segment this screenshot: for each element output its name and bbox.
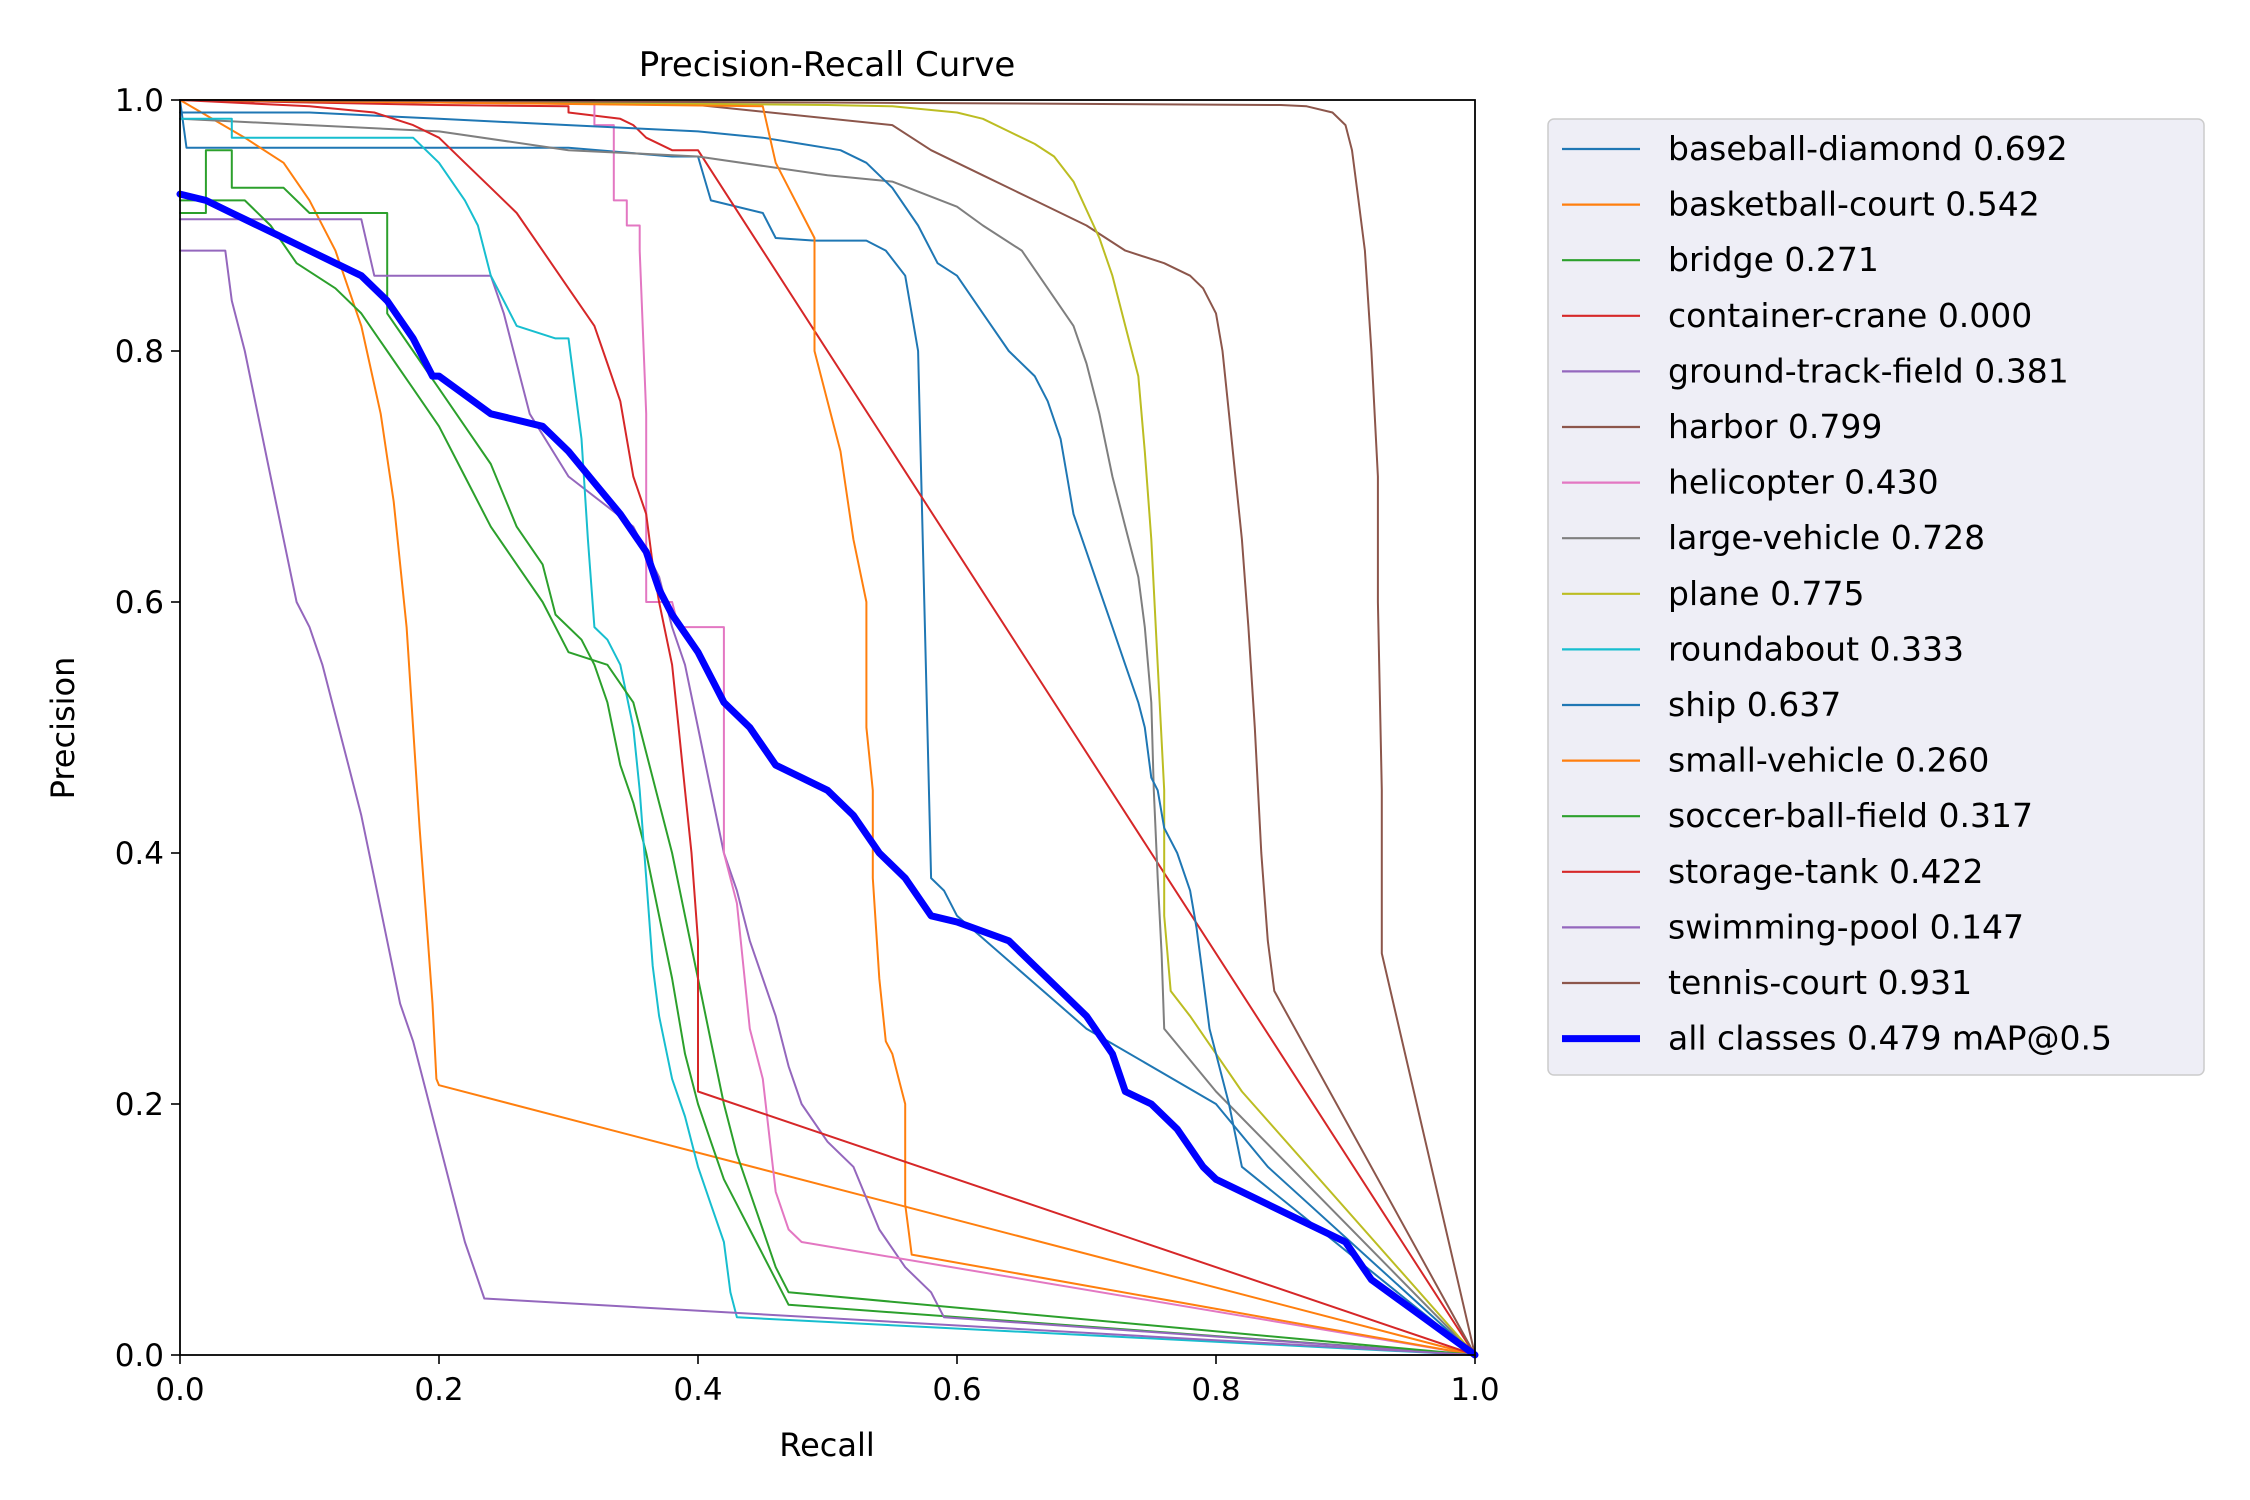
legend-entry: ship 0.637 (1668, 685, 1841, 724)
series-line-large-vehicle (179, 117, 1476, 1356)
series-line-small-vehicle (179, 99, 1476, 1356)
legend-entry: storage-tank 0.422 (1668, 852, 1983, 891)
legend-series-name: swimming-pool (1668, 907, 1919, 946)
legend-series-name: roundabout (1668, 629, 1859, 668)
legend-series-ap: 0.799 (1788, 407, 1882, 446)
legend-series-name: harbor (1668, 407, 1778, 446)
legend-entry: plane 0.775 (1668, 574, 1865, 613)
series-line-all-classes (176, 190, 1479, 1359)
legend-entry: soccer-ball-field 0.317 (1668, 796, 2033, 835)
legend-series-ap: 0.430 (1844, 463, 1938, 502)
legend-series-name: helicopter (1668, 463, 1834, 502)
series-line-ground-track-field (179, 218, 1476, 1356)
legend-series-name: soccer-ball-field (1668, 796, 1928, 835)
legend-series-name: ship (1668, 685, 1736, 724)
series-line-baseball-diamond (179, 99, 1476, 1356)
y-tick-label: 0.2 (115, 1087, 164, 1123)
series-line-basketball-court (179, 99, 1476, 1356)
legend-series-name: plane (1668, 574, 1760, 613)
legend: baseball-diamond 0.692 basketball-court 0… (1547, 118, 2205, 1076)
x-tick-label: 1.0 (1450, 1372, 1499, 1408)
legend-entry: small-vehicle 0.260 (1668, 741, 1989, 780)
x-tick-label: 0.2 (414, 1372, 463, 1408)
x-axis: 0.0 0.2 0.4 0.6 0.8 1.0 (155, 1355, 1500, 1408)
series-line-swimming-pool (179, 249, 1476, 1356)
legend-box (1547, 118, 2205, 1076)
legend-series-ap: 0.692 (1973, 129, 2067, 168)
legend-entry: baseball-diamond 0.692 (1668, 129, 2068, 168)
legend-series-ap: 0.317 (1938, 796, 2032, 835)
x-tick-label: 0.8 (1191, 1372, 1240, 1408)
y-axis-label: Precision (44, 657, 82, 800)
legend-series-ap: 0.147 (1930, 907, 2024, 946)
series-line-tennis-court (179, 99, 1476, 1356)
chart-title: Precision-Recall Curve (639, 45, 1016, 85)
legend-entry: swimming-pool 0.147 (1668, 907, 2024, 946)
legend-series-name: bridge (1668, 240, 1774, 279)
legend-entry: roundabout 0.333 (1668, 629, 1964, 668)
x-tick-label: 0.6 (932, 1372, 981, 1408)
legend-series-name: large-vehicle (1668, 518, 1880, 557)
legend-series-name: baseball-diamond (1668, 129, 1963, 168)
legend-series-ap: 0.542 (1945, 185, 2039, 224)
legend-series-name: small-vehicle (1668, 741, 1884, 780)
legend-series-ap: 0.381 (1974, 351, 2068, 390)
legend-series-name: container-crane (1668, 296, 1927, 335)
series-line-plane (179, 99, 1476, 1356)
legend-entry: harbor 0.799 (1668, 407, 1882, 446)
x-tick-label: 0.0 (155, 1372, 204, 1408)
series-line-harbor (179, 99, 1476, 1356)
legend-entry: container-crane 0.000 (1668, 296, 2032, 335)
series-line-roundabout (179, 117, 1476, 1356)
legend-series-ap: 0.931 (1878, 963, 1972, 1002)
legend-entry: helicopter 0.430 (1668, 463, 1939, 502)
legend-series-ap: 0.333 (1870, 629, 1964, 668)
legend-entry: tennis-court 0.931 (1668, 963, 1972, 1002)
legend-entry: large-vehicle 0.728 (1668, 518, 1985, 557)
legend-series-ap: 0.728 (1891, 518, 1985, 557)
legend-series-ap: 0.479 mAP@0.5 (1847, 1019, 2112, 1058)
legend-series-name: storage-tank (1668, 852, 1879, 891)
legend-series-name: tennis-court (1668, 963, 1867, 1002)
legend-entry: bridge 0.271 (1668, 240, 1879, 279)
x-tick-label: 0.4 (673, 1372, 722, 1408)
legend-series-ap: 0.260 (1895, 741, 1989, 780)
legend-series-ap: 0.271 (1784, 240, 1878, 279)
legend-entry: all classes 0.479 mAP@0.5 (1668, 1019, 2112, 1058)
series-line-soccer-ball-field (179, 199, 1476, 1356)
legend-series-ap: 0.775 (1770, 574, 1864, 613)
legend-series-ap: 0.637 (1747, 685, 1841, 724)
series-layer (176, 99, 1479, 1359)
series-line-container-crane (179, 99, 1476, 1356)
y-tick-label: 0.6 (115, 585, 164, 621)
legend-entry: ground-track-field 0.381 (1668, 351, 2069, 390)
y-tick-label: 0.4 (115, 836, 164, 872)
legend-series-name: all classes (1668, 1019, 1836, 1058)
series-line-bridge (179, 149, 1476, 1356)
x-axis-label: Recall (779, 1426, 874, 1464)
legend-series-name: basketball-court (1668, 185, 1935, 224)
series-line-ship (179, 111, 1476, 1356)
y-tick-label: 0.0 (115, 1338, 164, 1374)
plot-frame (179, 99, 1476, 1356)
y-axis: 0.0 0.2 0.4 0.6 0.8 1.0 (115, 83, 180, 1374)
y-tick-label: 1.0 (115, 83, 164, 119)
y-tick-label: 0.8 (115, 334, 164, 370)
legend-series-ap: 0.000 (1938, 296, 2032, 335)
series-line-storage-tank (179, 99, 1476, 1356)
legend-entry: basketball-court 0.542 (1668, 185, 2040, 224)
legend-series-name: ground-track-field (1668, 351, 1964, 390)
legend-series-ap: 0.422 (1889, 852, 1983, 891)
